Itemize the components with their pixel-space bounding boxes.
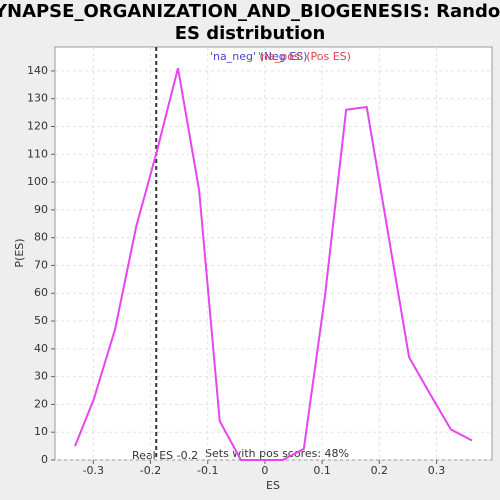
annotation: Sets with pos scores: 48% — [205, 447, 349, 460]
y-tick-label: 0 — [41, 453, 48, 466]
plot-area — [54, 46, 493, 461]
y-tick-label: 130 — [27, 92, 48, 105]
x-tick-label: 0 — [261, 464, 268, 477]
x-tick-label: -0.1 — [197, 464, 218, 477]
y-tick-label: 10 — [34, 425, 48, 438]
y-tick-label: 40 — [34, 342, 48, 355]
y-tick-label: 20 — [34, 397, 48, 410]
x-tick-label: -0.2 — [140, 464, 161, 477]
y-tick-label: 30 — [34, 370, 48, 383]
x-tick-label: 0.3 — [428, 464, 446, 477]
chart-title: SYNAPSE_ORGANIZATION_AND_BIOGENESIS: Ran… — [0, 1, 500, 22]
y-tick-label: 120 — [27, 119, 48, 132]
y-tick-label: 140 — [27, 64, 48, 77]
x-tick-label: -0.3 — [83, 464, 104, 477]
x-tick-label: 0.2 — [371, 464, 389, 477]
es-line — [74, 67, 473, 461]
x-axis-label: ES — [266, 479, 280, 492]
y-tick-label: 110 — [27, 147, 48, 160]
y-tick-label: 70 — [34, 258, 48, 271]
x-tick-label: 0.1 — [313, 464, 331, 477]
chart-title: ES distribution — [175, 23, 326, 44]
y-tick-label: 90 — [34, 203, 48, 216]
y-tick-label: 100 — [27, 175, 48, 188]
legend-entry: 'na_neg' (Neg ES) — [210, 50, 307, 63]
legend-entry: 'na_pos' (Pos ES) — [258, 50, 351, 63]
y-axis-label: P(ES) — [13, 238, 26, 267]
y-tick-label: 60 — [34, 286, 48, 299]
y-tick-label: 50 — [34, 314, 48, 327]
annotation: Real ES -0.2 — [132, 449, 198, 462]
y-tick-label: 80 — [34, 231, 48, 244]
